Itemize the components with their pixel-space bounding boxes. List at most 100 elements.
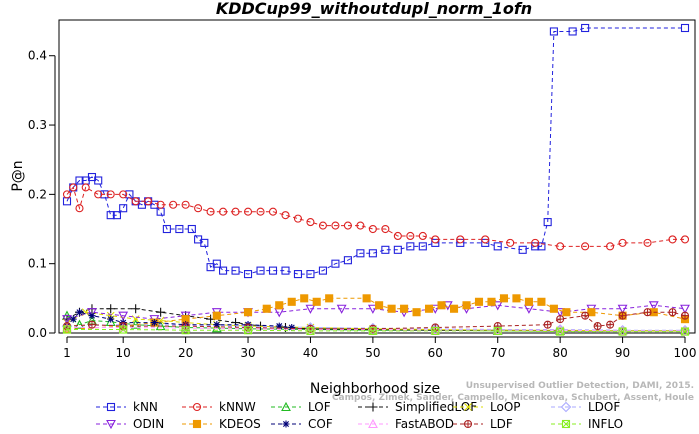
data-point — [493, 242, 502, 251]
data-point — [368, 249, 377, 258]
data-point — [156, 200, 165, 209]
data-point — [537, 297, 546, 306]
data-point — [524, 297, 533, 306]
data-point — [194, 204, 203, 213]
data-point — [94, 190, 103, 199]
data-point — [556, 327, 565, 336]
legend-label: SimplifiedLOF — [395, 400, 477, 414]
x-tick-label: 10 — [116, 346, 131, 360]
legend-item-kdeos: KDEOS — [182, 417, 261, 431]
data-point — [343, 221, 352, 230]
legend-item-odin: ODIN — [96, 417, 164, 431]
data-point — [418, 242, 427, 251]
x-tick-label: 60 — [428, 346, 443, 360]
data-point — [306, 270, 315, 279]
data-point — [243, 326, 253, 335]
data-point — [493, 322, 502, 331]
data-point — [430, 304, 441, 314]
data-point — [131, 315, 140, 324]
data-point — [606, 242, 615, 251]
data-point — [219, 266, 228, 275]
data-point — [256, 266, 265, 275]
x-tick-label: 20 — [178, 346, 193, 360]
data-point — [418, 231, 427, 241]
data-point — [106, 304, 116, 314]
x-tick-label: 80 — [553, 346, 568, 360]
data-point — [231, 207, 240, 216]
chart-title: KDDCup99_withoutdupl_norm_1ofn — [216, 0, 532, 18]
data-point — [305, 304, 316, 314]
data-point — [618, 311, 627, 320]
legend: kNN kNNW LOF SimplifiedLOF LoOP LDOF ODIN KDEOS… — [96, 400, 623, 431]
legend-label: COF — [308, 417, 333, 431]
data-point — [268, 266, 278, 275]
legend-item-ldf: LDF — [453, 417, 513, 431]
x-tick-label: 100 — [674, 346, 697, 360]
data-point — [368, 326, 377, 335]
data-point — [156, 307, 166, 317]
data-point — [268, 207, 278, 216]
data-point — [375, 301, 384, 310]
data-point — [119, 204, 128, 213]
legend-label: LDOF — [588, 400, 620, 414]
x-axis: 1 10 20 30 40 50 60 70 80 90 100 — [63, 336, 697, 360]
data-point — [211, 322, 222, 333]
series-line — [66, 297, 686, 330]
data-point — [518, 245, 527, 254]
data-point — [680, 304, 690, 314]
data-point — [131, 197, 140, 206]
data-point — [119, 190, 128, 199]
data-point — [581, 23, 590, 33]
data-point — [192, 419, 202, 429]
data-point — [556, 315, 565, 324]
data-point — [300, 294, 309, 303]
series-line — [67, 327, 685, 332]
data-point — [87, 320, 97, 329]
data-point — [281, 266, 290, 275]
data-point — [119, 325, 128, 334]
data-point — [568, 27, 577, 36]
data-point — [425, 304, 434, 313]
series-line — [67, 329, 685, 333]
data-point — [281, 401, 291, 412]
data-point — [181, 326, 190, 335]
data-point — [75, 204, 84, 213]
data-point — [462, 301, 471, 310]
y-tick-label: 0.2 — [28, 187, 47, 201]
data-point — [243, 270, 253, 279]
data-point — [543, 218, 552, 227]
data-point — [643, 238, 652, 247]
y-axis: 0.0 0.1 0.2 0.3 0.4 — [28, 49, 56, 340]
data-point — [492, 301, 503, 311]
y-tick-label: 0.4 — [28, 49, 47, 63]
legend-label: LDF — [490, 417, 513, 431]
data-point — [499, 294, 509, 303]
data-point — [231, 266, 240, 275]
data-point — [293, 214, 303, 223]
data-point — [406, 242, 415, 251]
data-point — [606, 320, 615, 329]
series-knnw — [62, 183, 690, 251]
data-point — [213, 321, 221, 329]
data-point — [400, 304, 409, 313]
data-point — [412, 308, 421, 317]
data-point — [537, 242, 546, 251]
data-point — [306, 218, 315, 227]
x-tick-label: 90 — [615, 346, 630, 360]
data-point — [367, 304, 378, 314]
data-point — [131, 304, 141, 314]
legend-item-ldof: LDOF — [551, 400, 620, 414]
data-point — [643, 308, 652, 317]
data-point — [106, 419, 116, 430]
x-axis-label: Neighborhood size — [310, 381, 440, 397]
data-point — [144, 197, 153, 206]
data-point — [680, 311, 690, 320]
series-inflo — [62, 325, 690, 336]
data-point — [618, 327, 627, 336]
data-point — [75, 176, 84, 185]
legend-label: LoOP — [490, 400, 521, 414]
data-point — [512, 294, 521, 303]
legend-item-knn: kNN — [96, 400, 158, 414]
data-point — [343, 256, 352, 265]
data-point — [75, 308, 83, 316]
